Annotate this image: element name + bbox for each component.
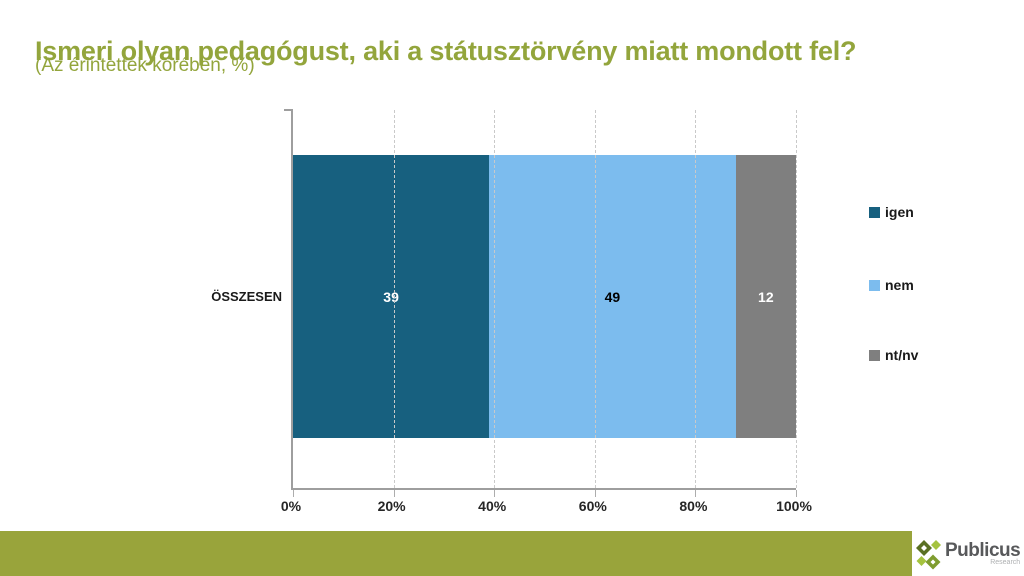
legend-marker-icon bbox=[869, 206, 880, 218]
x-axis-tick bbox=[393, 490, 395, 497]
legend-marker-icon bbox=[869, 279, 880, 291]
legend-label: nem bbox=[885, 277, 914, 293]
x-axis-tick bbox=[494, 490, 496, 497]
legend-label: nt/nv bbox=[885, 347, 919, 363]
legend-item-nem: nem bbox=[869, 277, 914, 293]
plot-area: 39 49 12 bbox=[284, 109, 797, 497]
brand-text: Publicus Research bbox=[945, 540, 1021, 566]
y-category-label: ÖSSZESEN bbox=[211, 289, 282, 304]
legend-label: igen bbox=[885, 204, 914, 220]
stacked-bar: 39 49 12 bbox=[293, 155, 796, 438]
x-axis-tick bbox=[796, 490, 797, 497]
x-axis-tick bbox=[594, 490, 596, 497]
gridline bbox=[494, 110, 496, 488]
x-axis-tick bbox=[293, 490, 294, 497]
legend-item-nt-nv: nt/nv bbox=[869, 347, 918, 363]
x-tick-label: 80% bbox=[679, 498, 708, 514]
footer-accent-bar bbox=[0, 531, 912, 576]
x-tick-label: 40% bbox=[478, 498, 507, 514]
page-title: Ismeri olyan pedagógust, aki a státusztö… bbox=[35, 36, 857, 67]
legend-item-igen: igen bbox=[869, 204, 914, 220]
gridline bbox=[393, 110, 395, 488]
legend-marker-icon bbox=[869, 349, 880, 361]
x-axis-tick bbox=[695, 490, 697, 497]
gridline bbox=[796, 110, 797, 488]
brand-logo: Publicus Research bbox=[912, 531, 1024, 576]
x-tick-label: 0% bbox=[280, 498, 302, 514]
gridline bbox=[594, 110, 596, 488]
x-tick-label: 100% bbox=[776, 498, 812, 514]
x-tick-label: 60% bbox=[578, 498, 607, 514]
x-axis-labels: 0% 20% 40% 60% 80% 100% bbox=[281, 498, 812, 518]
publicus-diamonds-icon bbox=[916, 539, 941, 569]
brand-subtitle: Research bbox=[990, 559, 1021, 566]
gridline bbox=[695, 110, 697, 488]
x-tick-label: 20% bbox=[377, 498, 406, 514]
bar-segment-nt-nv: 12 bbox=[735, 155, 796, 438]
legend: igen nem nt/nv bbox=[869, 204, 1019, 374]
brand-name: Publicus bbox=[945, 540, 1021, 561]
bar-segment-igen: 39 bbox=[293, 155, 490, 438]
y-axis-top-tick bbox=[284, 109, 293, 111]
page-subtitle: (Az érintettek körében, %) bbox=[35, 55, 255, 76]
bar-segment-nem: 49 bbox=[489, 155, 736, 438]
